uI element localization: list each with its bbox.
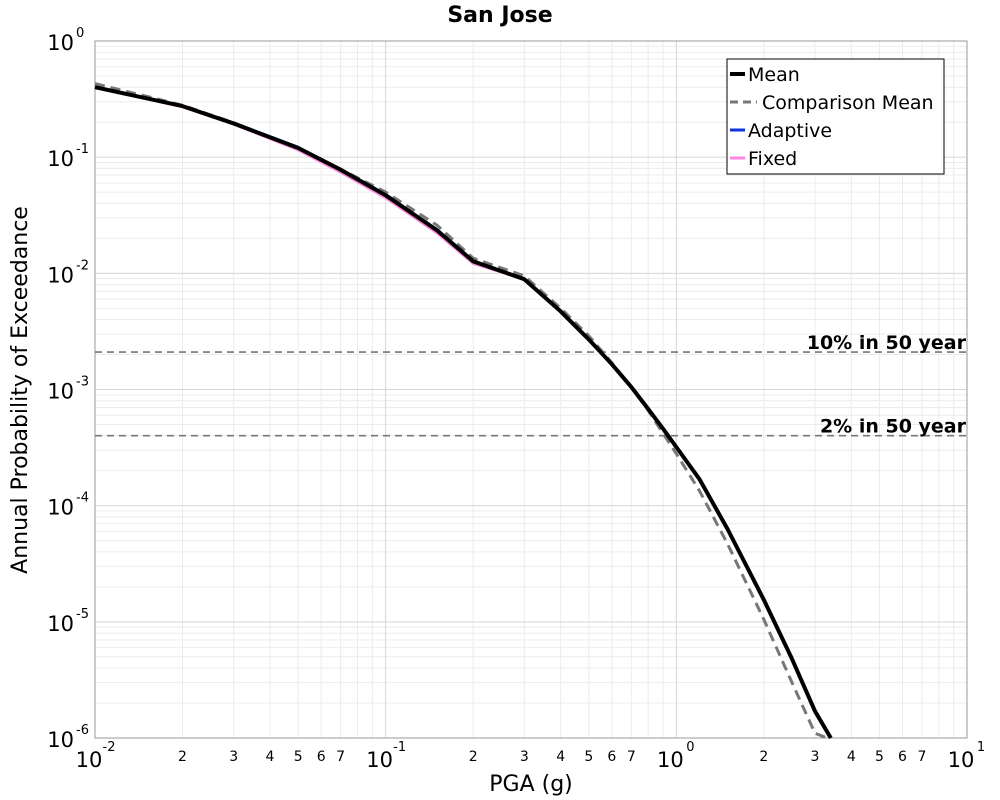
x-minor-tick-label: 6 [607,749,616,765]
y-tick-label: 10 [47,728,74,752]
series-layer [94,82,833,740]
reference-lines: 10% in 50 year 2% in 50 year [95,332,967,438]
reference-line-label: 10% in 50 year [807,332,967,354]
chart-title: San Jose [447,3,552,28]
x-minor-tick-label: 5 [875,749,884,765]
legend-label: Fixed [748,148,797,170]
x-minor-tick-label: 6 [898,749,907,765]
x-minor-tick-label: 2 [759,749,768,765]
reference-line-label: 2% in 50 year [820,416,967,438]
plot-area-frame [94,40,968,739]
x-tick-exponent: -1 [393,740,406,755]
x-axis-label: PGA (g) [489,772,573,797]
legend-label: Comparison Mean [762,92,934,114]
x-minor-tick-label: 4 [847,749,856,765]
x-minor-tick-label: 7 [627,749,636,765]
x-tick-exponent: -2 [103,740,116,755]
x-minor-tick-label: 7 [918,749,927,765]
x-tick-label: 10 [366,748,393,772]
x-tick-exponent: 0 [686,740,694,755]
y-tick-label: 10 [47,612,74,636]
x-tick-label: 10 [948,748,975,772]
x-tick-exponent: 1 [977,740,985,755]
y-tick-label: 10 [47,263,74,287]
y-tick-label: 10 [47,496,74,520]
x-minor-tick-label: 3 [520,749,529,765]
x-tick-label: 10 [657,748,684,772]
y-tick-exponent: -5 [76,607,89,622]
x-minor-tick-label: 4 [556,749,565,765]
x-minor-tick-label: 7 [336,749,345,765]
y-tick-label: 10 [47,147,74,171]
x-minor-tick-label: 2 [178,749,187,765]
x-minor-tick-label: 5 [294,749,303,765]
legend-label: Mean [748,64,800,86]
y-tick-exponent: -2 [76,258,89,273]
x-minor-tick-label: 3 [229,749,238,765]
legend: Mean Comparison Mean Adaptive Fixed [726,58,945,175]
y-tick-exponent: -6 [76,723,89,738]
legend-label: Adaptive [748,120,832,142]
y-tick-exponent: -4 [76,491,89,506]
y-tick-label: 10 [47,31,74,55]
y-axis-label: Annual Probability of Exceedance [8,206,33,574]
x-minor-tick-label: 6 [317,749,326,765]
y-tick-exponent: -3 [76,375,89,390]
x-minor-tick-label: 2 [469,749,478,765]
series-line-mean [94,85,833,740]
y-tick-exponent: -1 [76,142,89,157]
y-tick-exponent: 0 [76,26,84,41]
x-minor-tick-label: 5 [584,749,593,765]
y-tick-label: 10 [47,380,74,404]
x-tick-label: 10 [76,748,103,772]
x-minor-tick-label: 4 [266,749,275,765]
legend-box [726,58,945,175]
x-minor-tick-label: 3 [811,749,820,765]
